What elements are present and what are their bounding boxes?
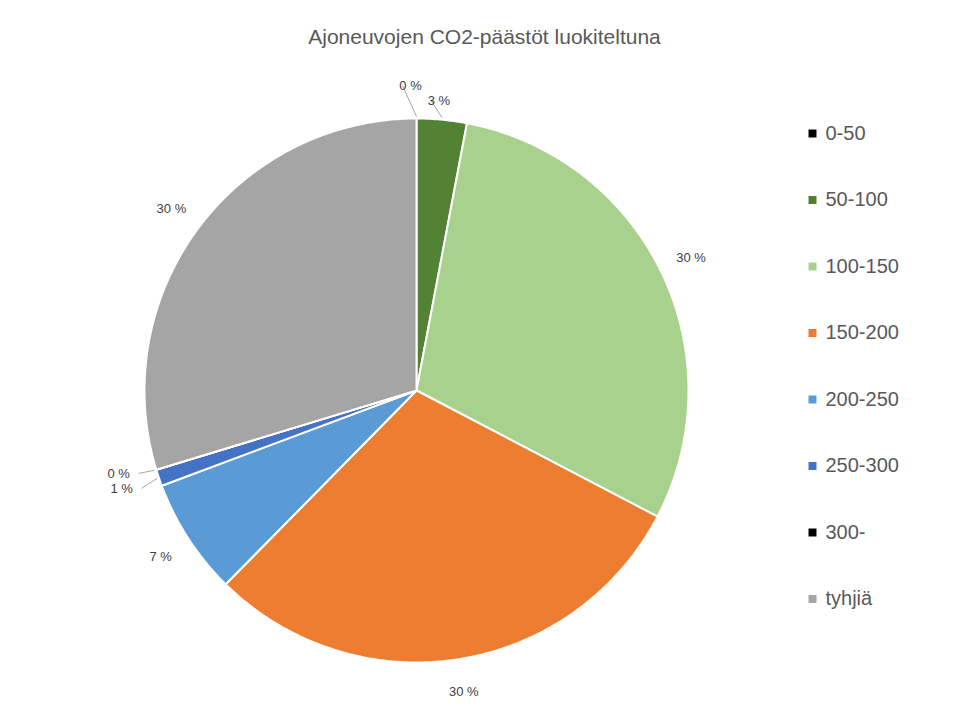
svg-text:50-100: 50-100: [826, 188, 888, 210]
svg-text:300-: 300-: [826, 521, 866, 543]
svg-text:3 %: 3 %: [428, 93, 451, 108]
svg-text:150-200: 150-200: [826, 321, 899, 343]
svg-text:7 %: 7 %: [149, 549, 172, 564]
svg-text:30 %: 30 %: [449, 684, 479, 699]
svg-text:30 %: 30 %: [157, 201, 187, 216]
svg-text:100-150: 100-150: [826, 255, 899, 277]
svg-text:tyhjiä: tyhjiä: [826, 587, 874, 609]
svg-text:250-300: 250-300: [826, 454, 899, 476]
svg-text:0-50: 0-50: [826, 122, 866, 144]
svg-text:30 %: 30 %: [676, 250, 706, 265]
svg-text:0 %: 0 %: [108, 466, 131, 481]
svg-text:Ajoneuvojen CO2-päästöt luokit: Ajoneuvojen CO2-päästöt luokiteltuna: [308, 25, 661, 48]
svg-text:0 %: 0 %: [399, 78, 422, 93]
svg-text:200-250: 200-250: [826, 388, 899, 410]
svg-text:1 %: 1 %: [110, 481, 133, 496]
